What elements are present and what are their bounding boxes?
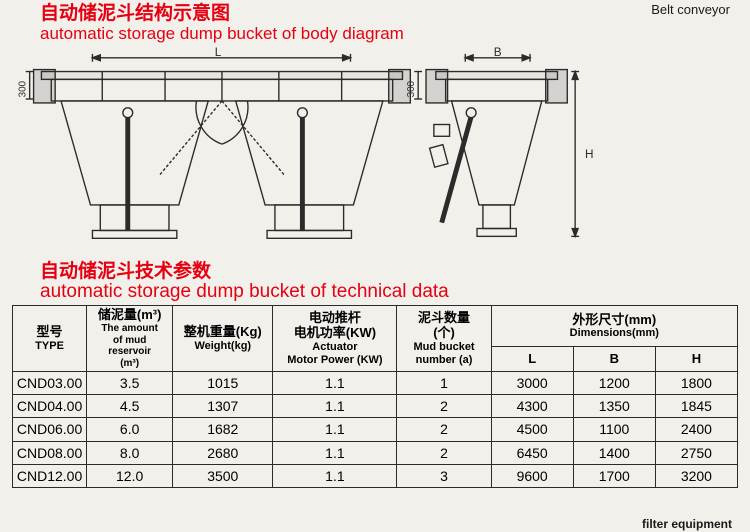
- table-title-en: automatic storage dump bucket of technic…: [40, 282, 738, 303]
- hdr-L: L: [491, 347, 573, 372]
- cell-mud: 12.0: [87, 464, 173, 487]
- cell-power: 1.1: [273, 395, 397, 418]
- label-300-side: 300: [406, 80, 417, 97]
- cell-L: 4500: [491, 418, 573, 441]
- cell-L: 6450: [491, 441, 573, 464]
- cell-mud: 8.0: [87, 441, 173, 464]
- cell-weight: 1307: [173, 395, 273, 418]
- cell-count: 1: [397, 372, 491, 395]
- spec-table: 型号 TYPE 储泥量(m³) The amount of mud reserv…: [12, 305, 738, 487]
- table-row: CND04.004.513071.12430013501845: [13, 395, 738, 418]
- cell-B: 1100: [573, 418, 655, 441]
- hdr-mud: 储泥量(m³) The amount of mud reservoir (m³): [87, 306, 173, 372]
- cell-L: 4300: [491, 395, 573, 418]
- cell-B: 1350: [573, 395, 655, 418]
- cell-power: 1.1: [273, 464, 397, 487]
- hdr-H: H: [655, 347, 737, 372]
- corner-text: Belt conveyor: [651, 2, 730, 17]
- cell-B: 1700: [573, 464, 655, 487]
- diagram-title-cn: 自动储泥斗结构示意图: [40, 4, 738, 25]
- cell-type: CND04.00: [13, 395, 87, 418]
- technical-diagram: L 300: [12, 46, 738, 256]
- diagram-title-en: automatic storage dump bucket of body di…: [40, 25, 738, 44]
- cell-mud: 3.5: [87, 372, 173, 395]
- table-row: CND03.003.510151.11300012001800: [13, 372, 738, 395]
- cell-type: CND08.00: [13, 441, 87, 464]
- cell-power: 1.1: [273, 418, 397, 441]
- hdr-dims: 外形尺寸(mm) Dimensions(mm): [491, 306, 737, 347]
- cell-B: 1200: [573, 372, 655, 395]
- cell-L: 9600: [491, 464, 573, 487]
- hdr-count: 泥斗数量 (个) Mud bucket number (a): [397, 306, 491, 372]
- cell-type: CND12.00: [13, 464, 87, 487]
- cell-power: 1.1: [273, 441, 397, 464]
- label-300-front: 300: [18, 80, 29, 97]
- table-row: CND12.0012.035001.13960017003200: [13, 464, 738, 487]
- label-L: L: [215, 46, 222, 59]
- header-row-1: 型号 TYPE 储泥量(m³) The amount of mud reserv…: [13, 306, 738, 347]
- table-title-cn: 自动储泥斗技术参数: [40, 262, 738, 283]
- cell-weight: 1682: [173, 418, 273, 441]
- cell-H: 2400: [655, 418, 737, 441]
- cell-type: CND06.00: [13, 418, 87, 441]
- cell-weight: 3500: [173, 464, 273, 487]
- footer-text: filter equipment: [642, 517, 732, 531]
- label-H: H: [585, 147, 594, 160]
- cell-count: 2: [397, 418, 491, 441]
- diagram-title-block: 自动储泥斗结构示意图 automatic storage dump bucket…: [40, 4, 738, 44]
- cell-count: 2: [397, 441, 491, 464]
- table-row: CND08.008.026801.12645014002750: [13, 441, 738, 464]
- cell-type: CND03.00: [13, 372, 87, 395]
- hdr-power: 电动推杆 电机功率(KW) Actuator Motor Power (KW): [273, 306, 397, 372]
- label-B: B: [494, 46, 502, 59]
- diagram-svg: L 300: [12, 46, 738, 256]
- cell-H: 1800: [655, 372, 737, 395]
- cell-mud: 4.5: [87, 395, 173, 418]
- cell-weight: 2680: [173, 441, 273, 464]
- hdr-weight: 整机重量(Kg) Weight(kg): [173, 306, 273, 372]
- cell-H: 1845: [655, 395, 737, 418]
- cell-H: 3200: [655, 464, 737, 487]
- cell-weight: 1015: [173, 372, 273, 395]
- cell-B: 1400: [573, 441, 655, 464]
- cell-L: 3000: [491, 372, 573, 395]
- cell-power: 1.1: [273, 372, 397, 395]
- hdr-B: B: [573, 347, 655, 372]
- cell-mud: 6.0: [87, 418, 173, 441]
- table-row: CND06.006.016821.12450011002400: [13, 418, 738, 441]
- cell-count: 3: [397, 464, 491, 487]
- hdr-type: 型号 TYPE: [13, 306, 87, 372]
- table-title-block: 自动储泥斗技术参数 automatic storage dump bucket …: [40, 262, 738, 304]
- cell-H: 2750: [655, 441, 737, 464]
- cell-count: 2: [397, 395, 491, 418]
